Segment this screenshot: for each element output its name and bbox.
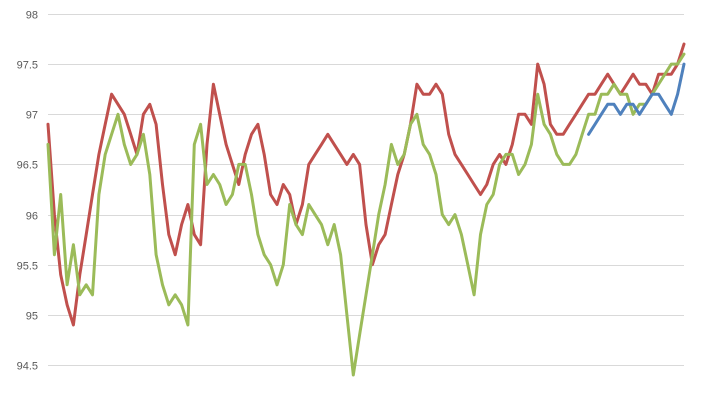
y-tick-label: 98 — [26, 10, 38, 22]
series-line-2 — [46, 52, 686, 377]
series-line-3 — [587, 62, 686, 136]
y-tick-label: 97 — [26, 110, 38, 122]
y-tick-label: 96.5 — [17, 160, 38, 172]
series-line-1 — [46, 42, 686, 327]
y-tick-label: 95 — [26, 311, 38, 323]
series-lines — [46, 42, 686, 377]
y-tick-label: 97.5 — [17, 60, 38, 72]
y-tick-label: 96 — [26, 211, 38, 223]
gridlines — [48, 14, 684, 366]
y-tick-label: 94.5 — [17, 361, 38, 373]
y-axis-tick-labels: 94.5 95 95.5 96 96.5 97 97.5 98 — [17, 10, 38, 373]
y-tick-label: 95.5 — [17, 261, 38, 273]
